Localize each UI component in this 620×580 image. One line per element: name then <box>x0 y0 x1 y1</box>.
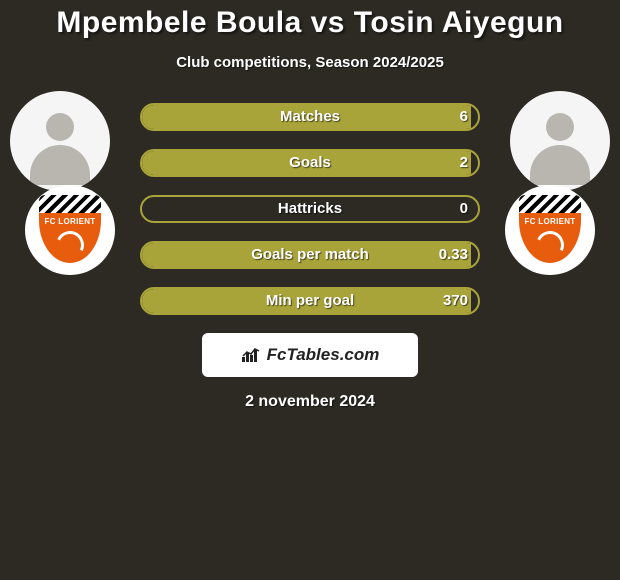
club-badge-right: FC LORIENT <box>505 185 595 275</box>
stat-value: 6 <box>460 105 468 129</box>
club-badge-left: FC LORIENT <box>25 185 115 275</box>
stat-value: 370 <box>443 289 468 313</box>
stat-row: Goals per match 0.33 <box>140 241 480 269</box>
footer-brand-text: FcTables.com <box>267 345 380 365</box>
stat-row: Min per goal 370 <box>140 287 480 315</box>
stat-label: Hattricks <box>142 197 478 221</box>
stat-label: Goals <box>142 151 478 175</box>
stat-label: Min per goal <box>142 289 478 313</box>
stat-row: Hattricks 0 <box>140 195 480 223</box>
player-right-avatar <box>510 91 610 191</box>
stat-label: Matches <box>142 105 478 129</box>
stat-label: Goals per match <box>142 243 478 267</box>
player-left-avatar <box>10 91 110 191</box>
stat-bars: Matches 6 Goals 2 Hattricks 0 Goals per … <box>140 103 480 315</box>
comparison-container: FC LORIENT FC LORIENT Matches 6 Goals 2 … <box>0 103 620 411</box>
bar-chart-icon <box>241 347 261 363</box>
footer-brand-badge: FcTables.com <box>202 333 418 377</box>
stat-row: Goals 2 <box>140 149 480 177</box>
stat-row: Matches 6 <box>140 103 480 131</box>
date-text: 2 november 2024 <box>0 393 620 411</box>
stat-value: 0 <box>460 197 468 221</box>
subtitle: Club competitions, Season 2024/2025 <box>0 54 620 71</box>
page-title: Mpembele Boula vs Tosin Aiyegun <box>0 0 620 40</box>
shield-icon: FC LORIENT <box>39 195 101 265</box>
stat-value: 2 <box>460 151 468 175</box>
shield-icon: FC LORIENT <box>519 195 581 265</box>
stat-value: 0.33 <box>439 243 468 267</box>
